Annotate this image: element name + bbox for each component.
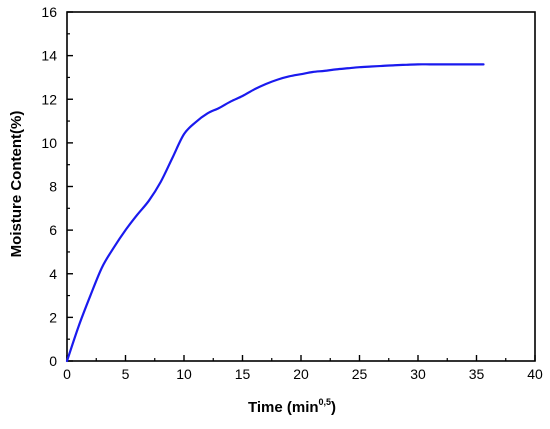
x-tick-label: 40 — [527, 366, 543, 382]
x-tick-label: 5 — [122, 366, 130, 382]
y-tick-label: 0 — [49, 353, 57, 369]
y-tick-label: 8 — [49, 179, 57, 195]
y-tick-label: 2 — [49, 309, 57, 325]
x-tick-label: 0 — [63, 366, 71, 382]
y-tick-label: 14 — [41, 48, 57, 64]
x-tick-label: 10 — [176, 366, 192, 382]
x-tick-label: 30 — [410, 366, 426, 382]
x-tick-label: 15 — [235, 366, 251, 382]
y-tick-label: 4 — [49, 266, 57, 282]
y-axis-ticks: 0 2 4 6 8 10 12 14 16 — [41, 4, 73, 369]
x-tick-label: 35 — [469, 366, 485, 382]
series-lines — [65, 63, 485, 363]
x-tick-label: 25 — [352, 366, 368, 382]
x-tick-label: 20 — [293, 366, 309, 382]
y-tick-label: 16 — [41, 4, 57, 20]
y-axis-title: Moisture Content(%) — [8, 111, 25, 258]
series-line — [65, 63, 485, 363]
y-tick-label: 6 — [49, 222, 57, 238]
y-tick-label: 12 — [41, 91, 57, 107]
x-axis-title: Time (min0,5) — [248, 397, 336, 416]
x-axis-ticks: 0 5 10 15 20 25 30 35 40 — [63, 355, 543, 382]
y-tick-label: 10 — [41, 135, 57, 151]
